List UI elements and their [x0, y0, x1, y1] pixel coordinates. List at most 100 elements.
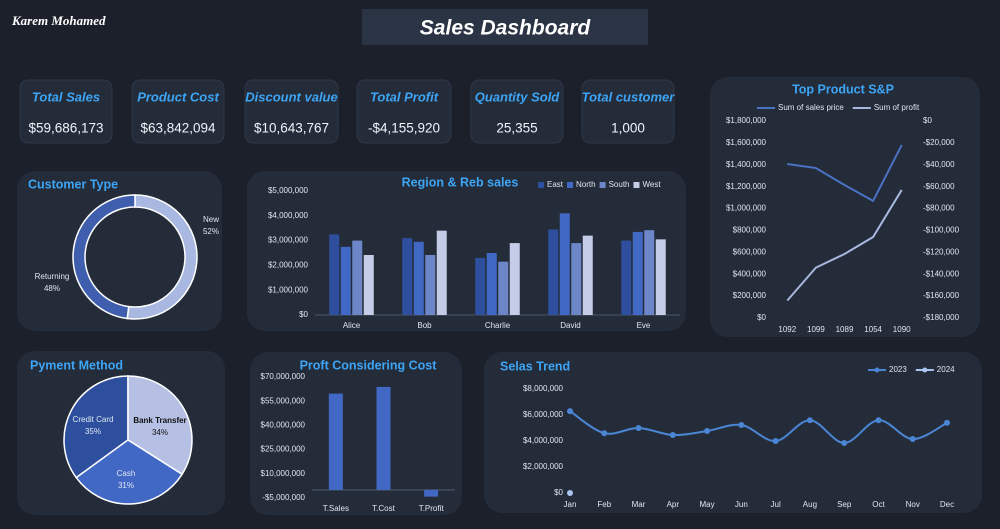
bar: [425, 254, 436, 315]
y-tick-label: $6,000,000: [523, 410, 564, 419]
point: [944, 419, 950, 426]
bar: [328, 393, 343, 490]
kpi-label: Discount value: [245, 89, 337, 104]
bar: [363, 254, 374, 315]
kpi-label: Total Profit: [370, 89, 439, 104]
legend-label: West: [642, 180, 661, 189]
line: [787, 144, 903, 203]
kpi-card: [244, 79, 339, 144]
kpi-value: $10,643,767: [254, 121, 329, 136]
y-tick-label: $70,000,000: [261, 372, 306, 381]
point: [601, 430, 608, 437]
point: [875, 417, 882, 424]
bar: [475, 257, 486, 315]
author: Karem Mohamed: [11, 13, 106, 28]
y-tick-label: $5,000,000: [268, 186, 309, 195]
x-tick-label: 1089: [836, 325, 854, 334]
bar: [376, 386, 391, 490]
bar: [436, 230, 447, 315]
y-tick-label: $2,000,000: [523, 462, 564, 471]
chart-title: Customer Type: [28, 177, 118, 191]
kpi-label: Total Sales: [32, 89, 100, 104]
line: [786, 189, 903, 302]
chart-title: Top Product S&P: [792, 82, 894, 96]
panel: [710, 77, 980, 337]
point: [567, 490, 573, 496]
x-tick-label: Jan: [564, 500, 577, 509]
bar: [548, 229, 559, 315]
y-tick-label: $600,000: [733, 247, 767, 256]
kpi-label: Quantity Sold: [475, 89, 561, 104]
y2-tick-label: -$160,000: [923, 291, 960, 300]
y-tick-label: -$5,000,000: [262, 493, 305, 502]
kpi-card: [131, 79, 225, 144]
bar: [509, 243, 520, 315]
title-box: [362, 9, 648, 45]
point: [738, 422, 745, 429]
kpi-value: 1,000: [611, 121, 645, 136]
x-tick-label: Mar: [632, 500, 646, 509]
legend-swatch: [567, 182, 574, 188]
bar: [498, 261, 509, 315]
slice-value-label: 34%: [152, 428, 168, 437]
y2-tick-label: -$140,000: [923, 269, 960, 278]
bar: [559, 213, 570, 315]
y-tick-label: $0: [757, 313, 766, 322]
point: [909, 436, 916, 443]
x-tick-label: Oct: [872, 500, 885, 509]
kpi-value: -$4,155,920: [368, 121, 440, 136]
y-tick-label: $200,000: [733, 291, 767, 300]
x-tick-label: Apr: [667, 500, 680, 509]
legend-label: 2023: [889, 365, 907, 374]
point: [841, 439, 848, 446]
x-tick-label: Feb: [597, 500, 611, 509]
slice: [72, 194, 136, 320]
chart-title: Pyment Method: [30, 358, 123, 372]
bar: [486, 253, 497, 315]
bar: [329, 234, 340, 315]
x-tick-label: Eve: [637, 321, 651, 330]
y-tick-label: $8,000,000: [523, 384, 564, 393]
point: [567, 408, 573, 415]
legend-label: Sum of sales price: [778, 103, 844, 112]
y-tick-label: $2,000,000: [268, 261, 309, 270]
legend-marker: [922, 367, 928, 373]
y-tick-label: $40,000,000: [261, 421, 306, 430]
bar: [571, 243, 582, 315]
kpi-value: $63,842,094: [140, 121, 216, 136]
y-tick-label: $3,000,000: [268, 236, 309, 245]
slice-label: Returning: [35, 272, 70, 281]
panel: [247, 171, 686, 331]
x-tick-label: David: [560, 321, 580, 330]
y-tick-label: $4,000,000: [523, 436, 564, 445]
y-tick-label: $1,000,000: [726, 204, 767, 213]
x-tick-label: Dec: [940, 500, 954, 509]
kpi-card: [470, 79, 564, 144]
kpi-value: 25,355: [496, 121, 537, 136]
chart-title: Proft Considering Cost: [300, 358, 438, 372]
x-tick-label: T.Sales: [323, 504, 349, 513]
y-tick-label: $400,000: [733, 269, 767, 278]
kpi-label: Total customer: [582, 89, 676, 104]
kpi-value: $59,686,173: [28, 121, 103, 136]
kpi-label: Product Cost: [137, 89, 219, 104]
point: [772, 438, 779, 444]
legend-label: Sum of profit: [874, 103, 920, 112]
x-tick-label: T.Cost: [372, 504, 395, 513]
bar: [352, 240, 363, 315]
bar: [632, 231, 643, 315]
bar: [582, 235, 593, 315]
x-tick-label: 1054: [864, 325, 882, 334]
panel: [484, 352, 982, 513]
kpi-card: [356, 79, 452, 144]
legend-label: North: [576, 180, 596, 189]
y2-tick-label: -$80,000: [923, 204, 955, 213]
y-tick-label: $1,800,000: [726, 116, 767, 125]
x-tick-label: Alice: [343, 321, 361, 330]
slice-value-label: 31%: [118, 481, 134, 490]
y-tick-label: $0: [554, 488, 563, 497]
x-tick-label: Jul: [771, 500, 781, 509]
x-tick-label: Charlie: [485, 321, 511, 330]
y2-tick-label: -$180,000: [923, 313, 960, 322]
